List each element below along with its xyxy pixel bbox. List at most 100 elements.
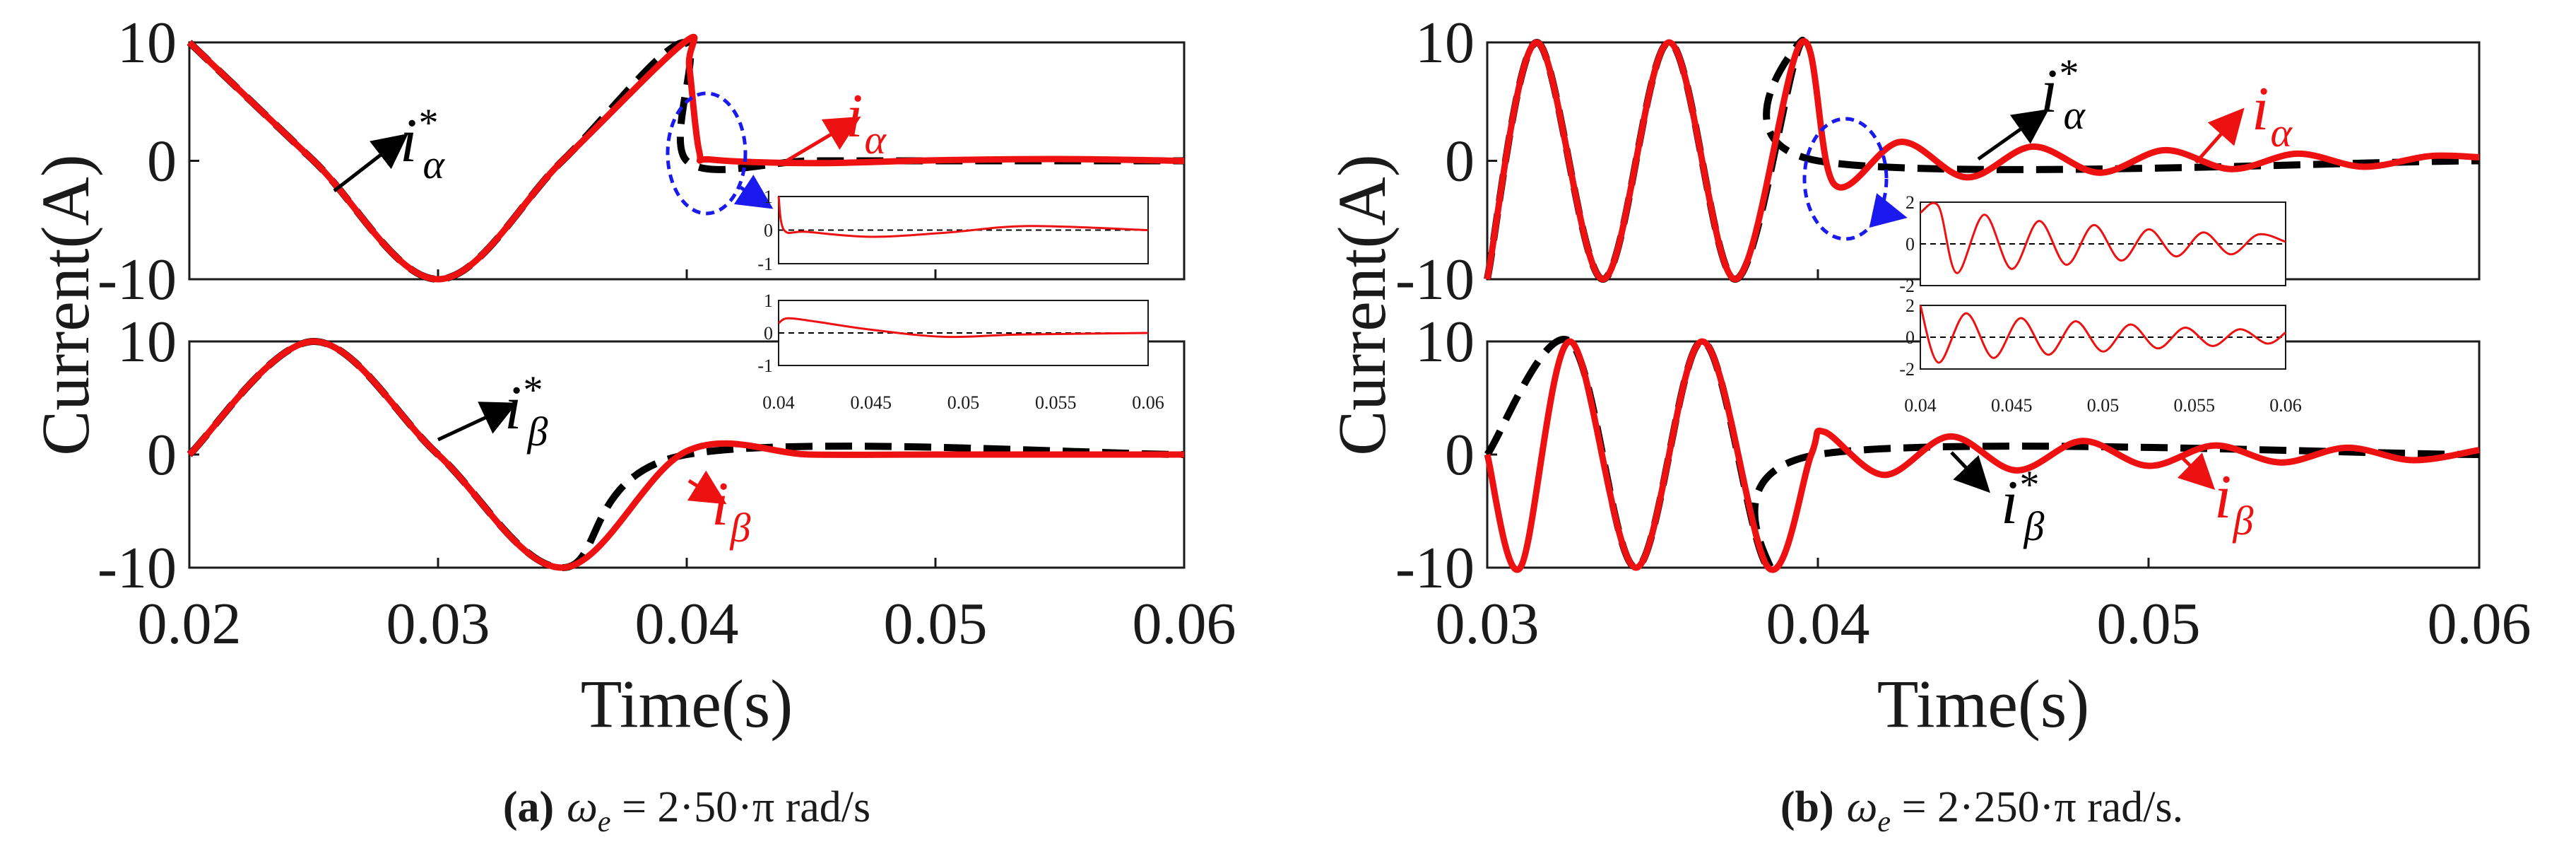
x-tick-label: 0.06 <box>2428 591 2531 657</box>
zoom-arrow <box>733 175 774 209</box>
annotation-arrow <box>1977 109 2050 161</box>
annotation-arrow <box>2177 452 2216 490</box>
annotation-alpha-measured-sub: α <box>2270 110 2293 156</box>
caption-symbol: ω <box>1847 783 1878 831</box>
annotation-alpha-reference-sup: * <box>418 101 438 145</box>
caption: (b) ωe = 2·250·π rad/s. <box>1780 783 2183 838</box>
inset-x-tick-label: 0.04 <box>762 392 795 413</box>
inset-x-tick-label: 0.05 <box>947 392 980 413</box>
y-tick-label: 10 <box>117 10 177 76</box>
y-tick-label: 10 <box>1415 10 1475 76</box>
inset: 1 0 -1 1 0 -1 0.04 0.045 0.05 0.055 0.06 <box>757 187 1164 413</box>
zoom-ellipse <box>666 91 748 216</box>
x-tick-label: 0.02 <box>138 591 242 657</box>
x-tick-label: 0.05 <box>884 591 988 657</box>
annotation-alpha-measured-symbol: i <box>846 82 863 151</box>
y-axis-label: Current(A) <box>28 154 103 456</box>
annotation-alpha-reference: i* α <box>400 101 445 187</box>
inset-y-tick-label: 2 <box>1906 192 1915 213</box>
annotation-beta-reference: i* β <box>504 368 548 455</box>
inset-y-tick-label: -2 <box>1899 359 1915 380</box>
y-tick-label: -10 <box>98 247 177 312</box>
inset-series-line <box>778 317 1149 339</box>
annotation-alpha-reference: i* α <box>2040 52 2086 138</box>
panel-alpha: 100-10i*αiα <box>98 10 1186 312</box>
annotation-beta-measured-sub: β <box>2232 498 2253 544</box>
caption-tag: (a) <box>503 783 554 831</box>
inset-x-tick-label: 0.05 <box>2087 395 2120 416</box>
caption-tag: (b) <box>1780 783 1834 831</box>
panel-beta: 100-10i*βiβ <box>98 309 1186 601</box>
caption-rest: = 2·250·π rad/s. <box>1891 783 2183 831</box>
caption-rest: = 2·50·π rad/s <box>611 783 871 831</box>
inset-x-tick-label: 0.045 <box>1991 395 2033 416</box>
annotation-arrow <box>333 133 408 192</box>
annotation-arrow <box>1950 451 1990 493</box>
annotation-beta-measured-sub: β <box>729 505 750 551</box>
y-tick-label: 0 <box>1445 422 1475 488</box>
y-axis-label: Current(A) <box>1324 154 1400 456</box>
caption-symbol: ω <box>567 783 598 831</box>
annotation-alpha-reference-sub: α <box>2063 92 2086 138</box>
x-axis-label: Time(s) <box>1877 666 2090 742</box>
annotation-beta-reference-sub: β <box>2023 503 2044 549</box>
x-tick-label: 0.03 <box>386 591 490 657</box>
y-tick-label: 0 <box>1445 129 1475 194</box>
caption: (a) ωe = 2·50·π rad/s <box>503 783 870 838</box>
annotation-beta-measured-symbol: i <box>711 470 728 539</box>
annotation-beta-reference-sub: β <box>526 409 548 455</box>
inset-x-tick-label: 0.06 <box>1132 392 1164 413</box>
x-tick-label: 0.05 <box>2097 591 2201 657</box>
inset-y-tick-label: 0 <box>1906 234 1915 254</box>
series-line-measured-alpha <box>1484 37 2480 283</box>
inset-y-tick-label: -1 <box>757 254 773 274</box>
annotation-arrow <box>2194 107 2245 164</box>
annotation-alpha-reference-sub: α <box>423 141 445 187</box>
x-tick-label: 0.04 <box>1766 591 1870 657</box>
x-tick-label: 0.03 <box>1436 591 1540 657</box>
y-tick-label: -10 <box>1395 247 1475 312</box>
annotation-beta-reference-sup: * <box>2019 463 2039 507</box>
series-line-measured-alpha <box>187 33 1185 283</box>
annotation-alpha-reference-sup: * <box>2059 52 2079 95</box>
inset-series-line <box>1920 201 2286 274</box>
x-tick-label: 0.06 <box>1133 591 1236 657</box>
inset-y-tick-label: 1 <box>764 291 773 311</box>
inset-x-tick-label: 0.055 <box>1035 392 1077 413</box>
zoom-ellipse <box>1802 117 1889 241</box>
y-tick-label: 0 <box>147 422 177 488</box>
annotation-alpha-measured: iα <box>846 82 887 163</box>
y-tick-label: -10 <box>98 535 177 601</box>
annotation-beta-measured-symbol: i <box>2214 463 2231 532</box>
inset-y-tick-label: -2 <box>1899 276 1915 296</box>
inset-y-tick-label: 0 <box>764 221 773 241</box>
inset-x-tick-label: 0.04 <box>1904 395 1937 416</box>
annotation-arrow <box>437 402 518 442</box>
annotation-alpha-measured-sub: α <box>864 117 887 163</box>
annotation-beta-measured: iβ <box>2214 463 2253 544</box>
series-line-measured-beta <box>1484 338 2480 573</box>
inset-y-tick-label: 1 <box>764 187 773 207</box>
inset-x-tick-label: 0.055 <box>2174 395 2216 416</box>
inset-series-line <box>1919 305 2286 364</box>
annotation-alpha-measured-symbol: i <box>2252 75 2269 144</box>
x-tick-label: 0.04 <box>635 591 739 657</box>
annotation-beta-measured: iβ <box>711 470 750 551</box>
inset-y-tick-label: 0 <box>764 323 773 344</box>
inset: 20-220-20.04 0.045 0.05 0.055 0.06 <box>1899 192 2301 416</box>
y-tick-label: 10 <box>117 309 177 375</box>
annotation-beta-reference-sup: * <box>523 368 543 412</box>
annotation-arrow <box>687 470 727 505</box>
annotation-arrow <box>782 116 861 165</box>
inset-y-tick-label: 2 <box>1906 295 1915 316</box>
inset-y-tick-label: -1 <box>757 356 773 376</box>
inset-x-tick-label: 0.06 <box>2269 395 2302 416</box>
caption-sub: e <box>598 806 611 838</box>
inset-y-tick-label: 0 <box>1906 327 1915 348</box>
y-tick-label: 0 <box>147 129 177 194</box>
annotation-beta-reference-symbol: i <box>504 374 521 443</box>
